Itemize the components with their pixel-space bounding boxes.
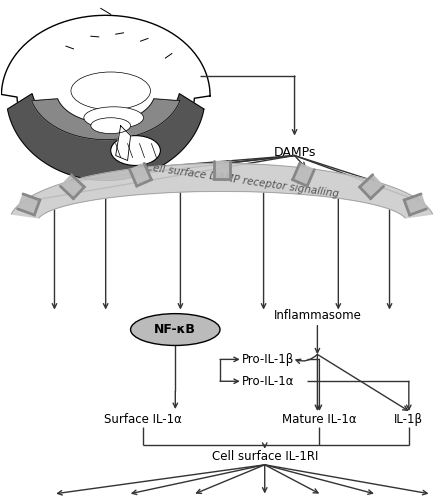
Polygon shape xyxy=(129,164,151,186)
Text: Pro-IL-1β: Pro-IL-1β xyxy=(242,353,294,366)
Polygon shape xyxy=(12,164,433,218)
Text: DAMPs: DAMPs xyxy=(273,146,316,158)
Polygon shape xyxy=(404,194,426,215)
Polygon shape xyxy=(32,99,180,140)
Polygon shape xyxy=(1,16,210,154)
Ellipse shape xyxy=(84,107,143,128)
Text: Cell surface IL-1RI: Cell surface IL-1RI xyxy=(211,450,318,464)
Polygon shape xyxy=(214,162,230,180)
Text: Surface IL-1α: Surface IL-1α xyxy=(104,412,182,426)
Text: IL-1β: IL-1β xyxy=(394,412,423,426)
Text: Inflammasome: Inflammasome xyxy=(274,309,361,322)
Text: Pro-IL-1α: Pro-IL-1α xyxy=(242,375,295,388)
Text: Mature IL-1α: Mature IL-1α xyxy=(282,412,357,426)
Polygon shape xyxy=(17,194,40,215)
Text: NF-κB: NF-κB xyxy=(154,323,196,336)
Ellipse shape xyxy=(71,72,150,110)
Text: Cell surface DAMP receptor signalling: Cell surface DAMP receptor signalling xyxy=(145,162,339,199)
Polygon shape xyxy=(61,174,85,199)
Polygon shape xyxy=(116,126,130,160)
Polygon shape xyxy=(293,164,314,186)
Ellipse shape xyxy=(111,136,160,166)
Ellipse shape xyxy=(91,118,130,134)
Ellipse shape xyxy=(130,314,220,346)
Polygon shape xyxy=(8,94,204,180)
Polygon shape xyxy=(360,174,384,199)
